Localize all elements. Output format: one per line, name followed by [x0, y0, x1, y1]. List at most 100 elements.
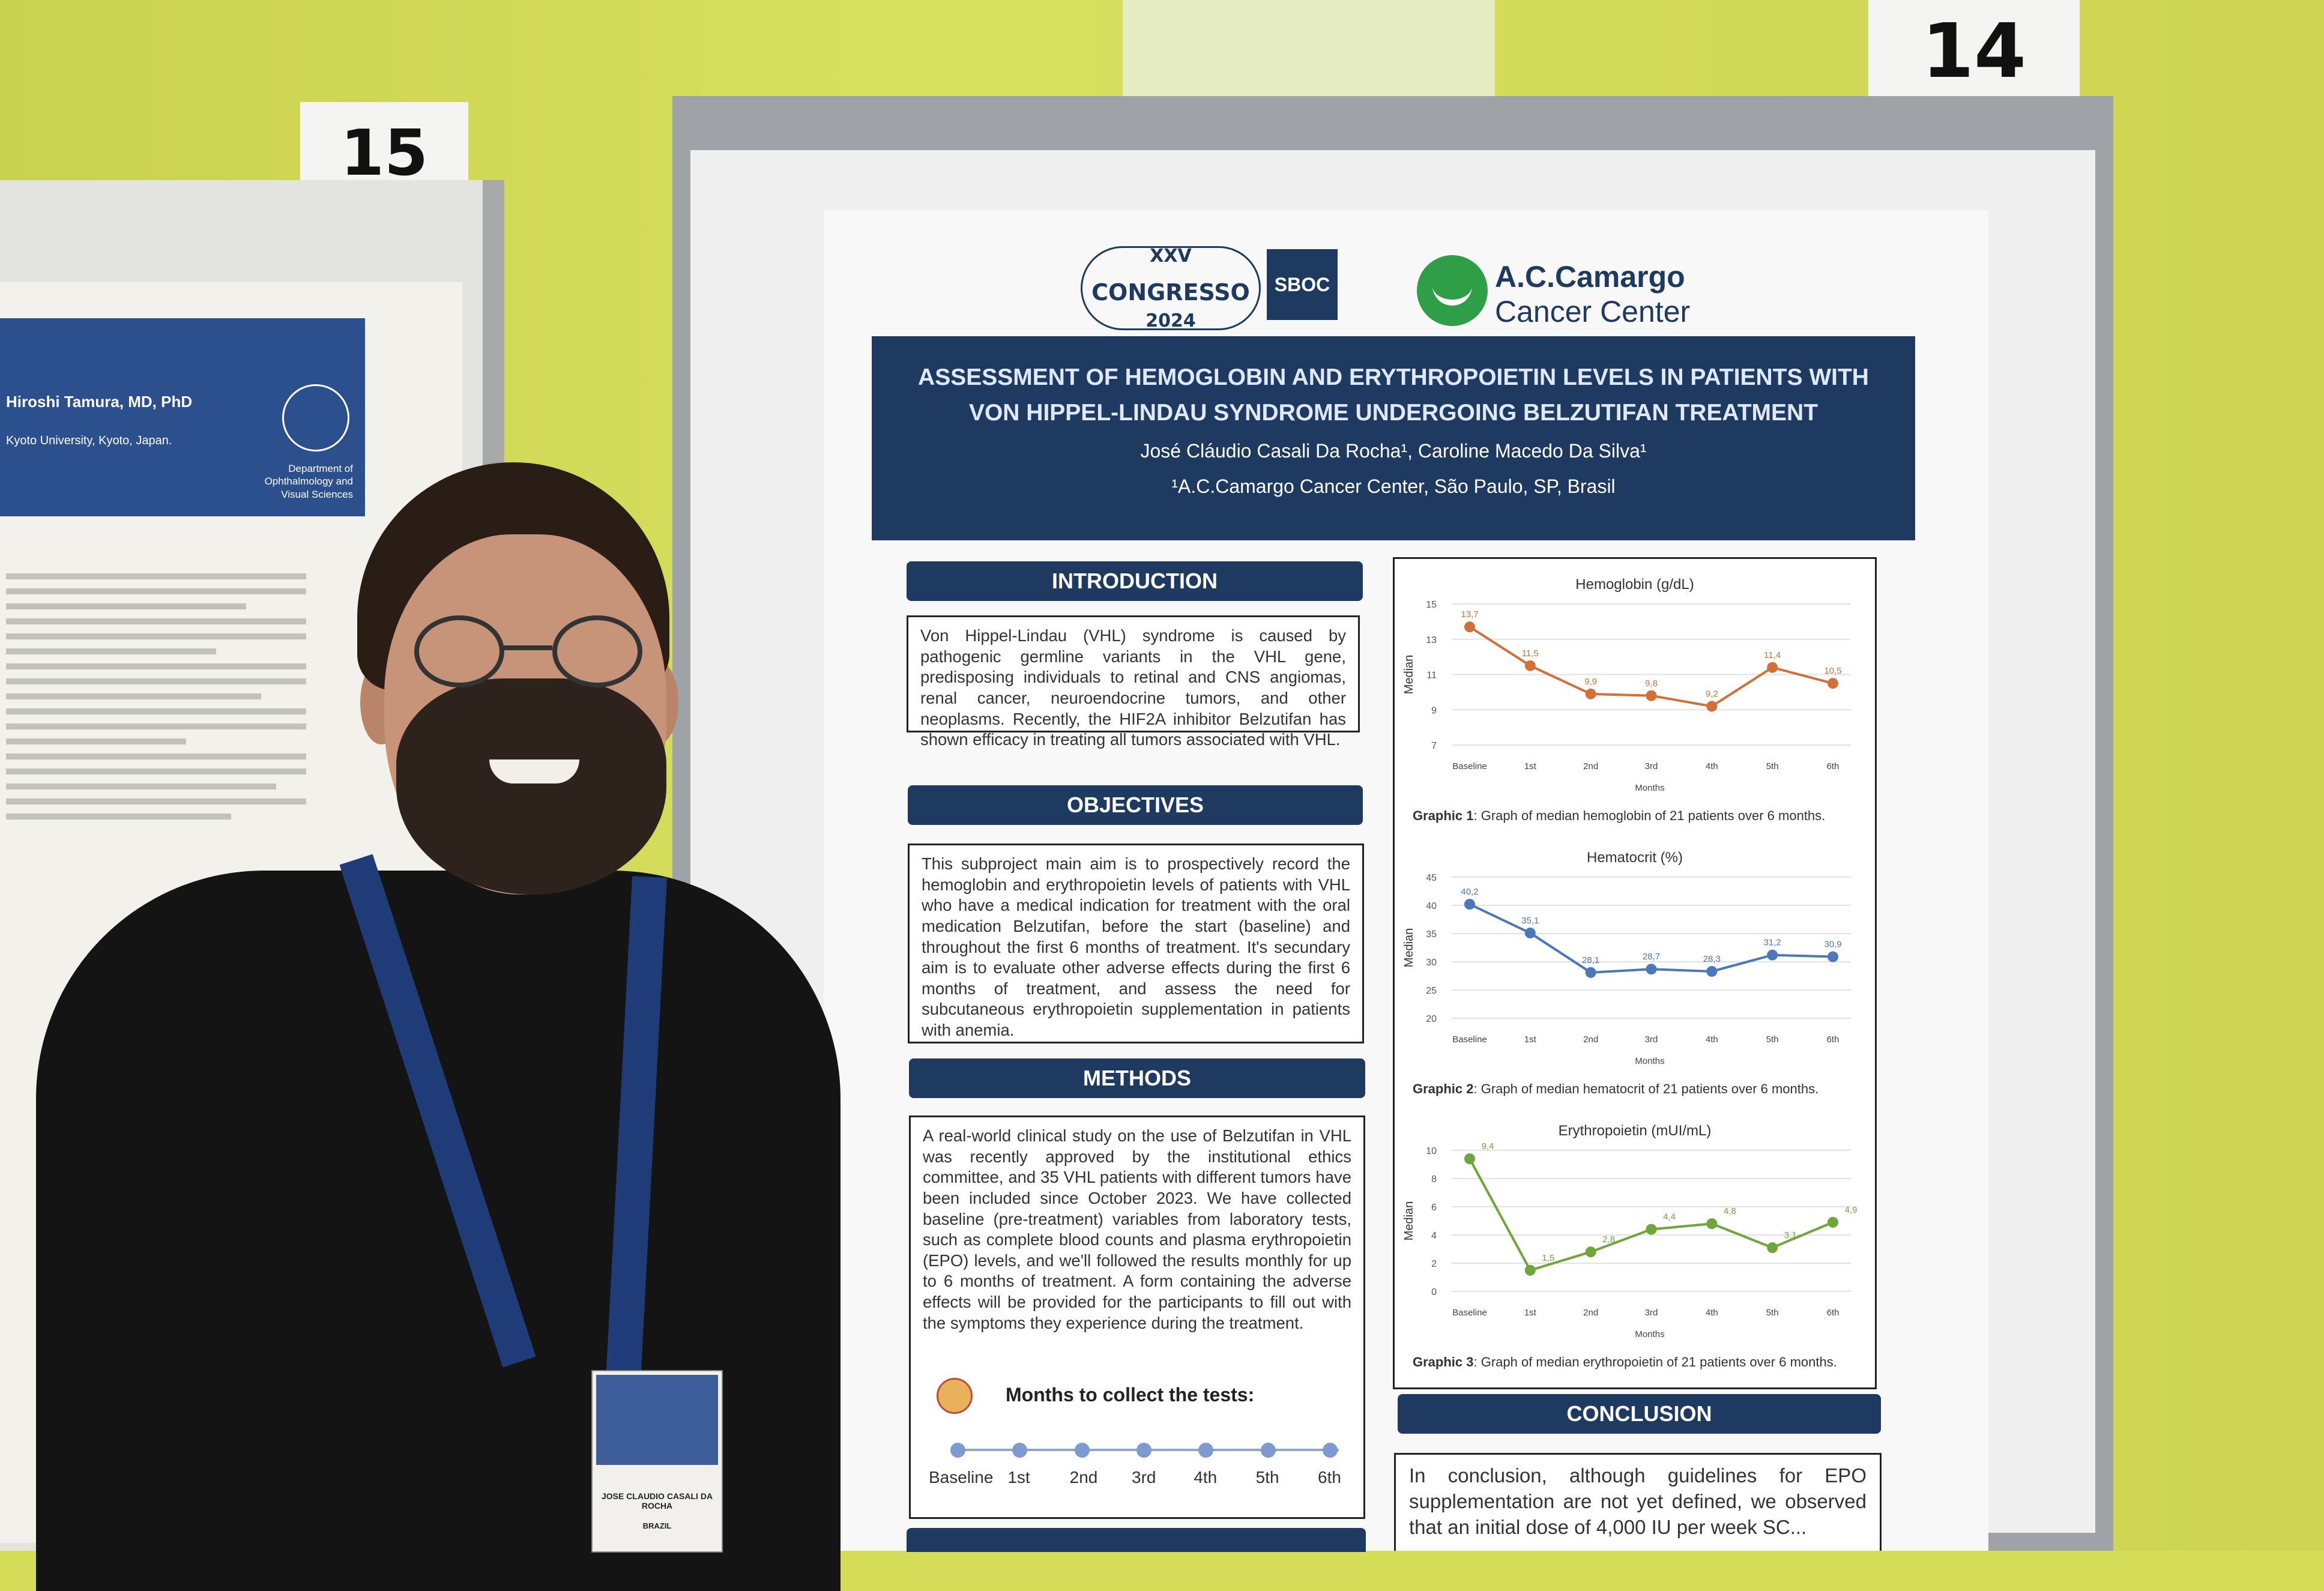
- timeline-month-label: 3rd: [1132, 1468, 1156, 1487]
- x-tick-label: 1st: [1524, 1308, 1537, 1318]
- beard: [396, 678, 666, 895]
- y-tick-label: 25: [1426, 986, 1437, 996]
- timeline-dot: [1074, 1443, 1090, 1458]
- x-tick-label: 6th: [1827, 1034, 1840, 1045]
- data-point: [1767, 662, 1778, 673]
- badge-name: JOSE CLAUDIO CASALI DA ROCHA: [601, 1491, 713, 1511]
- data-point: [1524, 928, 1536, 939]
- x-tick-label: 5th: [1766, 1034, 1779, 1045]
- x-tick-label: 1st: [1524, 1034, 1537, 1045]
- graphs-panel: Hemoglobin (g/dL) Median 7 9 11 13 15 13,7 Basel…: [1393, 557, 1877, 1389]
- data-label: 28,1: [1582, 955, 1599, 965]
- congresso-logo: XXV CONGRESSO 2024: [1081, 246, 1261, 331]
- timeline-dot: [1323, 1443, 1338, 1458]
- conclusion-heading: CONCLUSION: [1398, 1394, 1881, 1434]
- x-tick-label: 3rd: [1645, 1034, 1658, 1045]
- x-tick-label: 2nd: [1583, 1308, 1598, 1318]
- months-title: Months to collect the tests:: [1006, 1384, 1255, 1405]
- x-tick-label: Baseline: [1452, 1308, 1487, 1318]
- y-tick-label: 15: [1426, 600, 1437, 610]
- y-tick-label: 0: [1431, 1287, 1437, 1297]
- y-tick-label: 4: [1431, 1231, 1437, 1241]
- timeline-month-label: 6th: [1318, 1468, 1341, 1487]
- data-point: [1585, 967, 1596, 978]
- data-point: [1646, 1224, 1657, 1235]
- y-tick-label: 40: [1426, 901, 1437, 911]
- charts-svg: Hemoglobin (g/dL) Median 7 9 11 13 15 13,7 Basel…: [1402, 576, 1857, 1369]
- poster-affiliation: ¹A.C.Camargo Cancer Center, São Paulo, S…: [1171, 475, 1616, 497]
- x-tick-label: Baseline: [1452, 761, 1487, 771]
- data-point: [1524, 1264, 1536, 1276]
- chart-caption: Graphic 3: Graph of median erythropoieti…: [1413, 1354, 1837, 1369]
- university-seal-icon: [282, 384, 349, 451]
- glasses-left-lens: [414, 615, 504, 687]
- methods-heading: METHODS: [909, 1058, 1365, 1098]
- objectives-text: This subproject main aim is to prospecti…: [908, 844, 1364, 1043]
- logo-row: XXV CONGRESSO 2024 SBOC A.C.Camargo Canc…: [1081, 237, 1741, 339]
- poster-title: ASSESSMENT OF HEMOGLOBIN AND ERYTHROPOIE…: [918, 364, 1869, 426]
- timeline-month-label: 4th: [1194, 1468, 1218, 1487]
- board-number-14: 14: [1868, 0, 2080, 102]
- timeline-dot: [1198, 1443, 1214, 1458]
- chart-ylabel: Median: [1402, 928, 1416, 968]
- chart-ylabel: Median: [1402, 1201, 1416, 1241]
- introduction-heading: INTRODUCTION: [907, 561, 1363, 601]
- data-label: 4,8: [1724, 1206, 1736, 1216]
- data-label: 31,2: [1764, 938, 1781, 948]
- smile: [489, 759, 579, 783]
- pillar: [1123, 0, 1495, 114]
- data-point: [1464, 1153, 1475, 1165]
- x-tick-label: Baseline: [1452, 1034, 1487, 1045]
- x-tick-label: 6th: [1827, 761, 1840, 771]
- chart-caption-text: : Graph of median hemoglobin of 21 patie…: [1473, 808, 1825, 823]
- timeline-month-label: 2nd: [1069, 1468, 1098, 1487]
- left-poster-body-text: [6, 564, 306, 829]
- data-label: 9,9: [1584, 677, 1597, 687]
- chart-caption: Graphic 2: Graph of median hematocrit of…: [1413, 1081, 1818, 1096]
- chart-caption-label: Graphic 3: [1413, 1354, 1473, 1369]
- poster-title-banner: ASSESSMENT OF HEMOGLOBIN AND ERYTHROPOIE…: [872, 336, 1915, 540]
- data-label: 2,8: [1602, 1234, 1615, 1245]
- y-tick-label: 11: [1426, 671, 1437, 681]
- chart-title: Hemoglobin (g/dL): [1575, 576, 1694, 593]
- data-label: 40,2: [1461, 887, 1478, 897]
- data-label: 10,5: [1824, 666, 1841, 676]
- chart-caption-text: : Graph of median hematocrit of 21 patie…: [1473, 1081, 1818, 1096]
- y-tick-label: 9: [1431, 705, 1437, 716]
- data-label: 35,1: [1521, 916, 1539, 926]
- y-tick-label: 8: [1431, 1174, 1437, 1185]
- glasses-bridge: [501, 645, 552, 650]
- introduction-text: Von Hippel-Lindau (VHL) syndrome is caus…: [907, 615, 1360, 749]
- acc-logo-text: A.C.Camargo Cancer Center: [1495, 260, 1691, 328]
- data-label: 3,1: [1784, 1230, 1797, 1240]
- objectives-heading: OBJECTIVES: [908, 785, 1363, 825]
- series-line: [1468, 1158, 1834, 1272]
- data-label: 1,5: [1542, 1253, 1554, 1263]
- glasses-right-lens: [552, 615, 642, 687]
- x-tick-label: 4th: [1706, 1034, 1718, 1045]
- x-tick-label: 1st: [1524, 761, 1537, 771]
- data-label: 11,4: [1764, 650, 1781, 660]
- chart-xlabel: Months: [1635, 1056, 1664, 1066]
- presenter-person: JOSE CLAUDIO CASALI DA ROCHA BRAZIL: [0, 462, 853, 1591]
- data-label: 9,2: [1706, 689, 1718, 699]
- badge-photo: [596, 1375, 718, 1465]
- timeline-dot: [950, 1443, 965, 1458]
- conclusion-text: In conclusion, although guidelines for E…: [1394, 1453, 1882, 1551]
- chart-xlabel: Months: [1635, 783, 1664, 793]
- data-label: 30,9: [1824, 940, 1841, 950]
- timeline-month-label: 1st: [1007, 1468, 1030, 1487]
- data-point: [1706, 701, 1718, 712]
- y-tick-label: 2: [1431, 1259, 1437, 1269]
- data-point: [1646, 964, 1657, 975]
- y-tick-label: 13: [1426, 635, 1437, 645]
- timeline-dot: [1012, 1443, 1028, 1458]
- poster-authors: José Cláudio Casali Da Rocha¹, Caroline …: [1140, 440, 1647, 462]
- timeline-dot: [1260, 1443, 1276, 1458]
- data-label: 11,5: [1522, 648, 1539, 659]
- y-tick-label: 20: [1426, 1014, 1437, 1024]
- data-label: 9,8: [1645, 678, 1658, 689]
- y-tick-label: 35: [1426, 929, 1437, 940]
- badge-country: BRAZIL: [642, 1521, 672, 1530]
- data-point: [1585, 688, 1596, 699]
